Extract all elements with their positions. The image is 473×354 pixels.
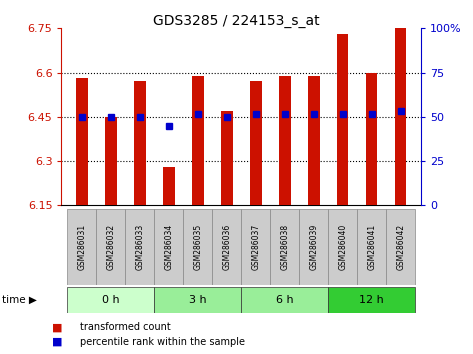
Text: GSM286040: GSM286040 — [338, 224, 347, 270]
Bar — [125, 209, 154, 285]
Text: 12 h: 12 h — [359, 295, 384, 305]
Bar — [183, 209, 212, 285]
Bar — [212, 209, 241, 285]
Text: GSM286035: GSM286035 — [193, 224, 202, 270]
Text: transformed count: transformed count — [80, 322, 171, 332]
Text: GSM286041: GSM286041 — [367, 224, 376, 270]
Bar — [357, 209, 386, 285]
Bar — [192, 75, 203, 205]
Text: GSM286039: GSM286039 — [309, 224, 318, 270]
Text: GSM286031: GSM286031 — [77, 224, 86, 270]
Bar — [279, 75, 290, 205]
Bar — [386, 209, 415, 285]
Bar — [328, 209, 357, 285]
Bar — [241, 287, 328, 313]
Text: percentile rank within the sample: percentile rank within the sample — [80, 337, 245, 347]
Bar — [250, 81, 262, 205]
Bar — [96, 209, 125, 285]
Bar — [163, 167, 175, 205]
Bar — [337, 34, 349, 205]
Bar — [154, 209, 183, 285]
Bar — [134, 81, 146, 205]
Bar — [67, 287, 154, 313]
Text: ■: ■ — [52, 322, 62, 332]
Bar — [270, 209, 299, 285]
Text: GSM286033: GSM286033 — [135, 224, 144, 270]
Text: 3 h: 3 h — [189, 295, 207, 305]
Text: GSM286032: GSM286032 — [106, 224, 115, 270]
Bar — [328, 287, 415, 313]
Text: GDS3285 / 224153_s_at: GDS3285 / 224153_s_at — [153, 14, 320, 28]
Bar — [299, 209, 328, 285]
Bar — [76, 79, 88, 205]
Text: GSM286038: GSM286038 — [280, 224, 289, 270]
Bar — [67, 209, 96, 285]
Text: GSM286036: GSM286036 — [222, 224, 231, 270]
Bar — [308, 75, 319, 205]
Bar — [221, 111, 233, 205]
Bar — [241, 209, 270, 285]
Text: GSM286034: GSM286034 — [164, 224, 173, 270]
Bar — [366, 73, 377, 205]
Bar — [154, 287, 241, 313]
Bar — [105, 117, 116, 205]
Text: GSM286037: GSM286037 — [251, 224, 260, 270]
Text: 6 h: 6 h — [276, 295, 294, 305]
Text: GSM286042: GSM286042 — [396, 224, 405, 270]
Bar — [395, 28, 406, 205]
Text: time ▶: time ▶ — [2, 295, 37, 305]
Text: ■: ■ — [52, 337, 62, 347]
Text: 0 h: 0 h — [102, 295, 120, 305]
